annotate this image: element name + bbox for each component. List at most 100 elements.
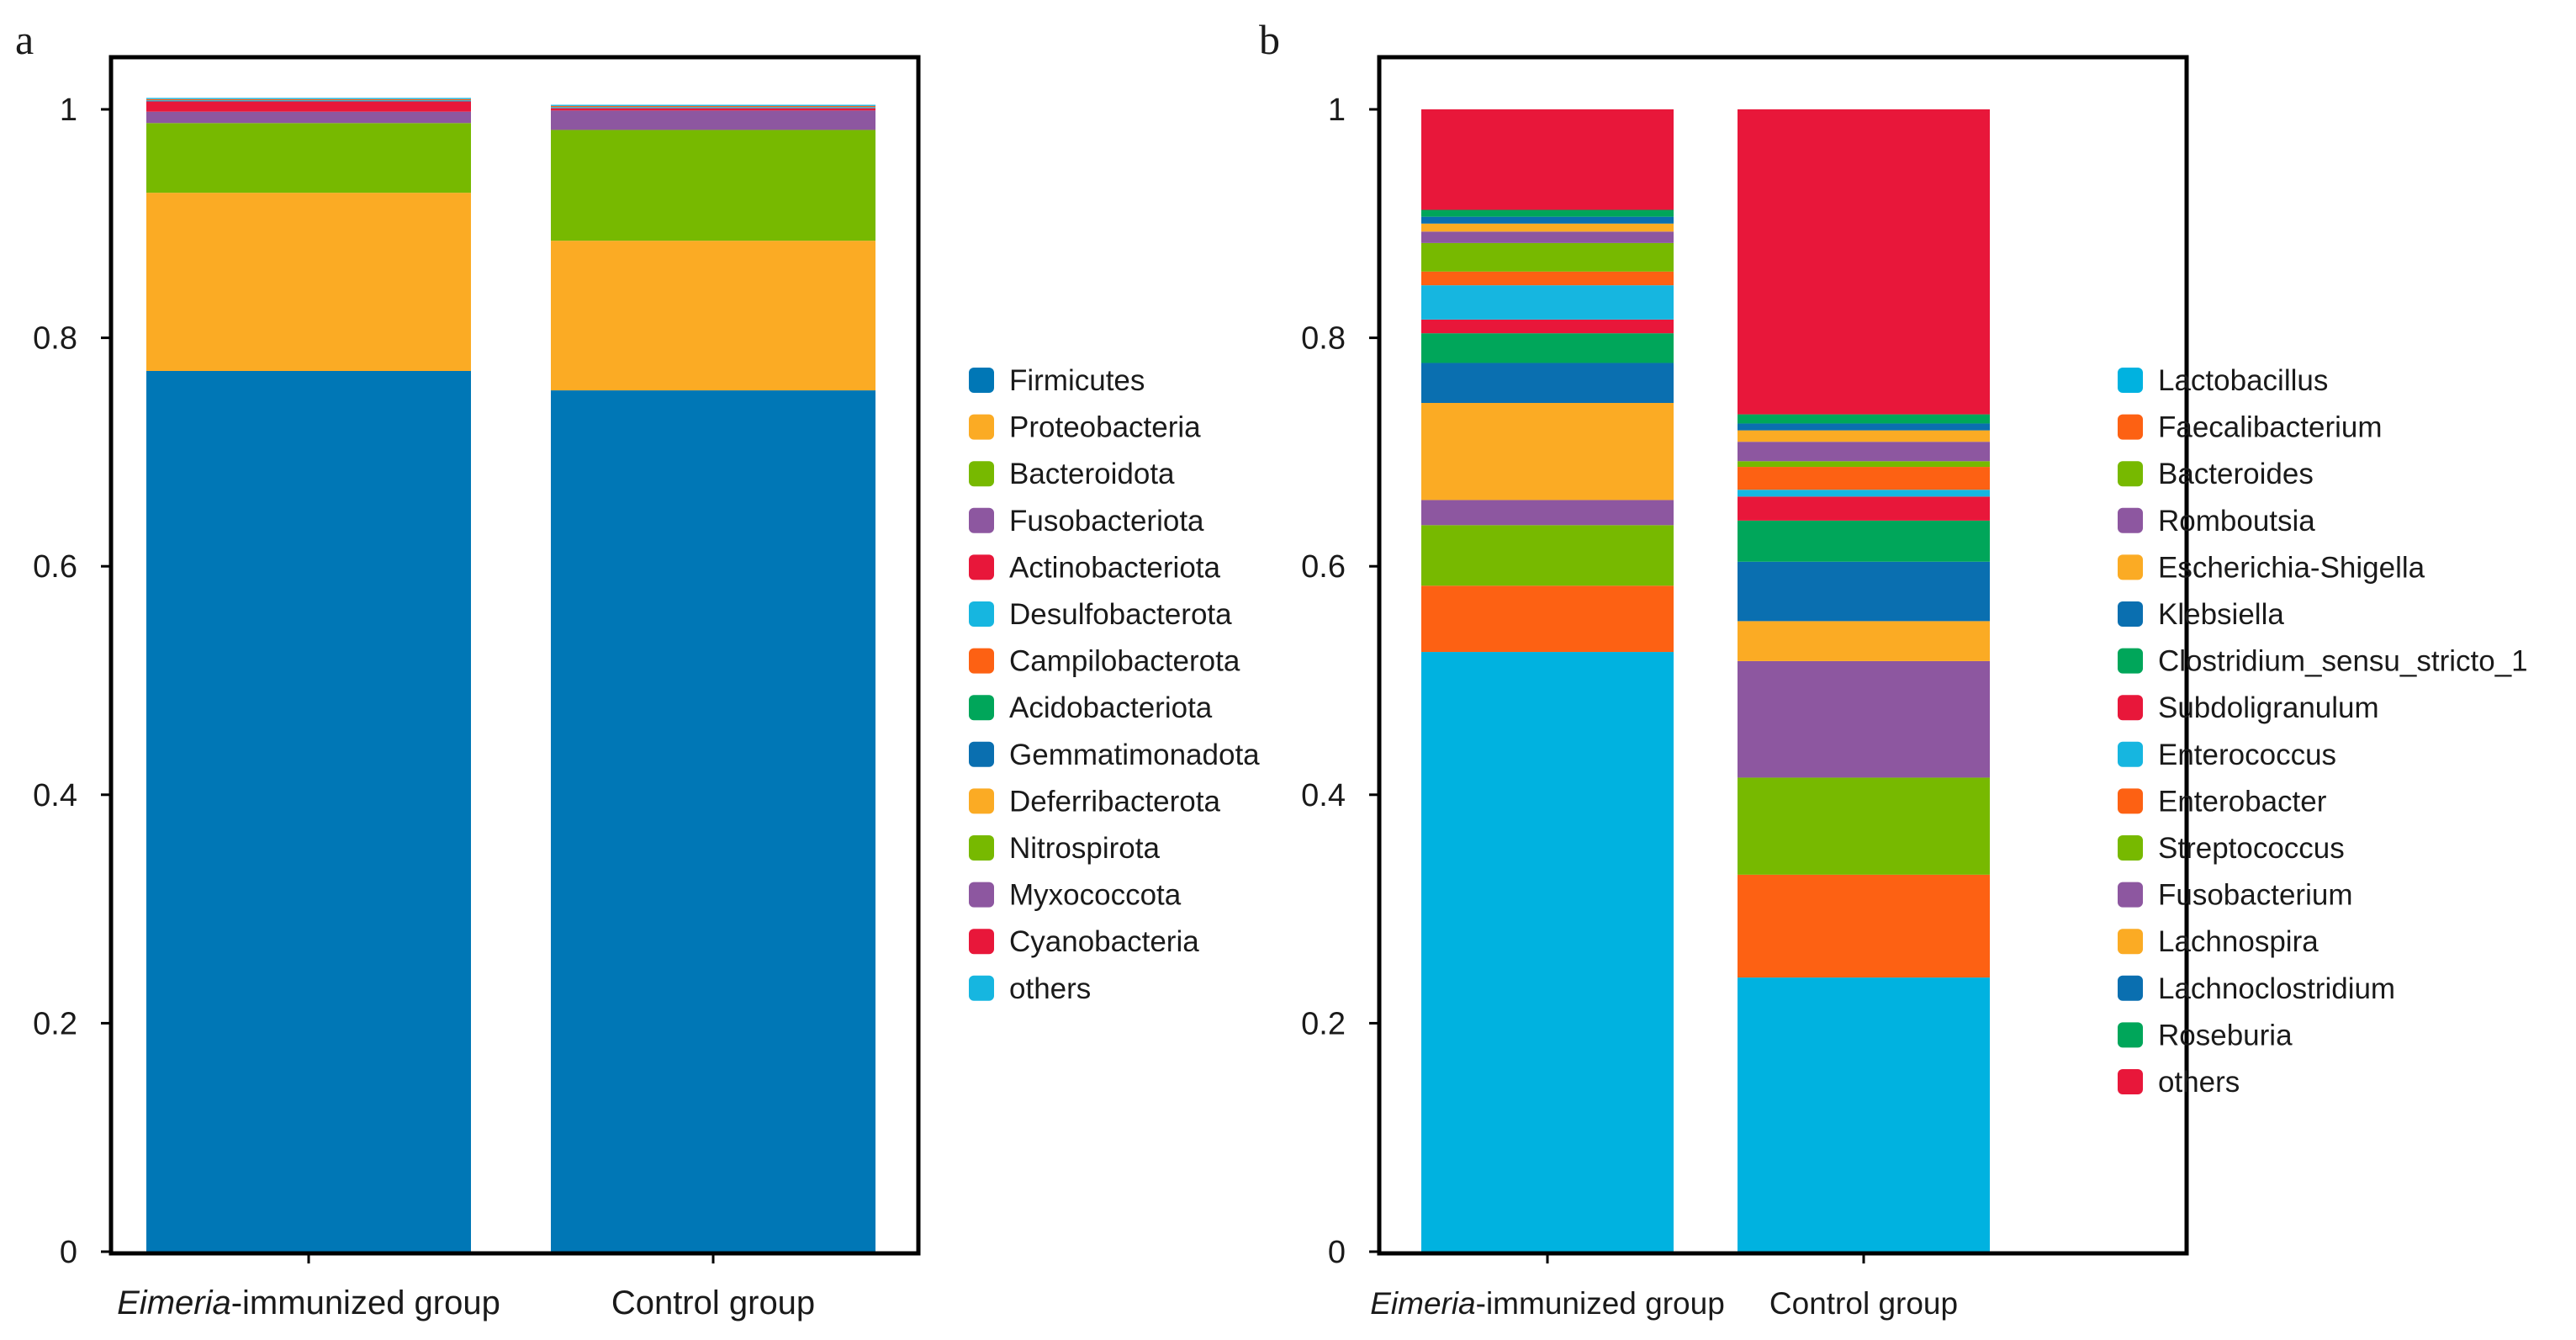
legend-label-roseburia: Roseburia [2158,1019,2293,1051]
bar-segment-clostridium-sensu-stricto-1-1 [1421,333,1674,363]
legend-swatch-escherichia-shigella [2118,554,2143,580]
legend: Lactobacillus Faecalibacterium Bacteroides… [2118,364,2528,1099]
bar-segment-fusobacteriota-2 [551,110,875,130]
legend-label-klebsiella: Klebsiella [2158,598,2284,631]
legend-swatch-myxococcota [969,882,994,908]
y-tick-label: 0.4 [1301,778,1346,813]
bar-segment-bacteroidota-1 [146,123,471,193]
legend-swatch-fusobacteriota [969,507,994,533]
legend: Firmicutes Proteobacteria Bacteroidota Fuso… [969,364,1260,1005]
legend-label-bacteroides: Bacteroides [2158,458,2314,490]
bar-segment-bacteroides-2 [1738,777,1990,875]
bar-segment-actinobacteriota-1 [146,101,471,112]
legend-swatch-others [969,975,994,1001]
legend-swatch-nitrospirota [969,835,994,861]
legend-label-fusobacterium: Fusobacterium [2158,879,2352,912]
legend-label-clostridium-sensu-stricto-1: Clostridium_sensu_stricto_1 [2158,645,2528,678]
x-tick-label: Control group [1769,1286,1958,1321]
legend-swatch-clostridium-sensu-stricto-1 [2118,648,2143,674]
legend-swatch-desulfobacterota [969,601,994,627]
bar-segment-enterococcus-2 [1738,490,1990,497]
x-tick-label-text: -immunized group [1476,1286,1725,1321]
legend-label-lachnoclostridium: Lachnoclostridium [2158,972,2395,1005]
legend-label-faecalibacterium: Faecalibacterium [2158,411,2383,444]
bar-segment-streptococcus-1 [1421,242,1674,272]
bar-segment-romboutsia-1 [1421,500,1674,526]
bar-segment-streptococcus-2 [1738,461,1990,468]
legend-label-cyanobacteria: Cyanobacteria [1009,925,1199,958]
legend-swatch-others [2118,1069,2143,1094]
legend-label-others: others [2158,1066,2240,1099]
legend-label-campilobacterota: Campilobacterota [1009,645,1240,678]
legend-label-romboutsia: Romboutsia [2158,505,2315,538]
bar-segment-romboutsia-2 [1738,660,1990,778]
x-tick-label: Control group [611,1284,815,1321]
bar-segment-others-2 [1738,109,1990,415]
bar-segment-escherichia-shigella-1 [1421,403,1674,501]
bar-segment-lactobacillus-1 [1421,652,1674,1252]
x-tick-label-text: Control group [1769,1286,1958,1321]
bar-segment-bacteroidota-2 [551,130,875,241]
bar-segment-bacteroides-1 [1421,525,1674,586]
legend-swatch-cyanobacteria [969,929,994,955]
bar-segment-subdoligranulum-1 [1421,319,1674,334]
bar-segment-lachnoclostridium-1 [1421,216,1674,224]
bar-segment-fusobacteriota-1 [146,111,471,124]
bar-segment-campilobacterota-2 [551,105,875,108]
legend-swatch-streptococcus [2118,835,2143,861]
legend-label-gemmatimonadota: Gemmatimonadota [1009,739,1260,771]
bar-segment-lachnospira-2 [1738,430,1990,442]
bar-segment-desulfobacterota-2 [551,107,875,109]
bar-segment-faecalibacterium-2 [1738,874,1990,978]
legend-label-subdoligranulum: Subdoligranulum [2158,691,2379,724]
bar-segment-firmicutes-2 [551,390,875,1252]
bar-segment-fusobacterium-2 [1738,442,1990,462]
bar-segment-escherichia-shigella-2 [1738,621,1990,661]
bar-segment-others-2 [551,104,875,106]
legend-swatch-lactobacillus [2118,368,2143,393]
plot-frame [1377,55,2189,1256]
legend-swatch-lachnoclostridium [2118,975,2143,1001]
legend-label-desulfobacterota: Desulfobacterota [1009,598,1232,631]
bar-segment-proteobacteria-2 [551,241,875,391]
bar-segment-enterococcus-1 [1421,285,1674,320]
bar-segment-roseburia-2 [1738,414,1990,424]
legend-swatch-klebsiella [2118,601,2143,627]
legend-swatch-enterobacter [2118,788,2143,814]
legend-swatch-subdoligranulum [2118,695,2143,721]
legend-label-acidobacteriota: Acidobacteriota [1009,691,1213,724]
y-tick-label: 0.2 [33,1006,77,1041]
legend-label-bacteroidota: Bacteroidota [1009,458,1175,490]
y-tick-label: 0.2 [1301,1006,1346,1041]
y-tick-label: 0 [60,1235,77,1270]
y-tick-label: 1 [1328,93,1346,128]
bar-segment-enterobacter-1 [1421,271,1674,286]
legend-swatch-bacteroidota [969,461,994,487]
legend-swatch-roseburia [2118,1022,2143,1048]
x-tick-label: Eimeria-immunized group [1370,1286,1725,1321]
legend-label-firmicutes: Firmicutes [1009,364,1145,397]
legend-swatch-actinobacteriota [969,554,994,580]
bar-segment-proteobacteria-1 [146,193,471,371]
legend-swatch-faecalibacterium [2118,414,2143,440]
bar-segment-campilobacterota-1 [146,98,471,101]
y-tick-label: 0.6 [1301,549,1346,585]
legend-label-actinobacteriota: Actinobacteriota [1009,551,1221,584]
panel-a: a 0 0.2 0.4 0.6 0.8 1 Eimeria-immunized group Co… [15,16,1260,1321]
y-tick-label: 0 [1328,1235,1346,1270]
legend-label-lachnospira: Lachnospira [2158,925,2319,958]
legend-swatch-proteobacteria [969,414,994,440]
bar-segment-lactobacillus-2 [1738,977,1990,1252]
bar-segment-klebsiella-1 [1421,363,1674,404]
y-tick-label: 1 [60,93,77,128]
legend-label-fusobacteriota: Fusobacteriota [1009,505,1204,538]
bar-segment-klebsiella-2 [1738,561,1990,622]
bar-segment-others-1 [1421,109,1674,210]
x-tick-label-text: -immunized group [231,1284,500,1321]
bar-segment-firmicutes-1 [146,370,471,1253]
bar-segment-actinobacteriota-2 [551,108,875,111]
y-tick-label: 0.4 [33,778,77,813]
legend-swatch-gemmatimonadota [969,741,994,767]
x-tick-label-italic: Eimeria [117,1284,231,1321]
